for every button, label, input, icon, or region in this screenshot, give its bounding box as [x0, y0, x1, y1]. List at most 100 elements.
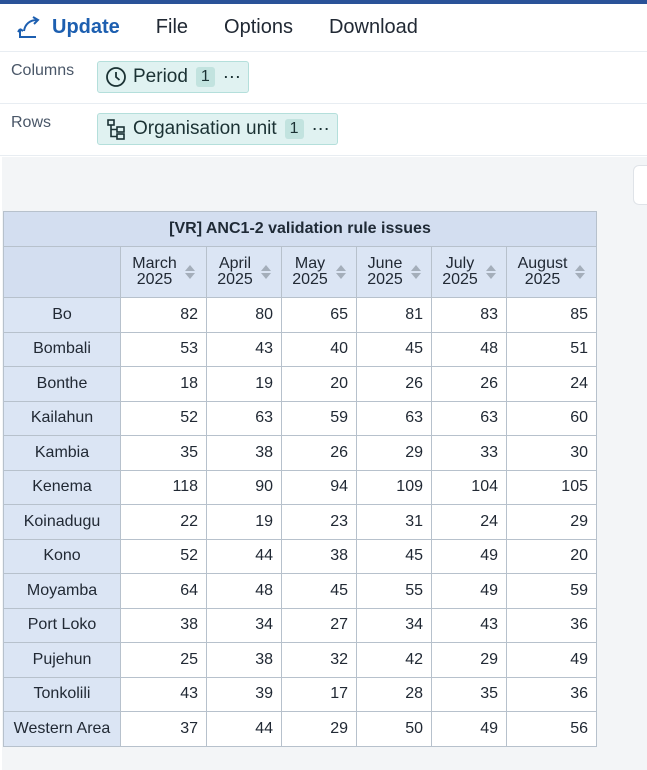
value-cell[interactable]: 52 [120, 400, 207, 436]
value-cell[interactable]: 49 [506, 642, 597, 678]
menu-file[interactable]: File [155, 16, 189, 38]
value-cell[interactable]: 63 [431, 400, 507, 436]
value-cell[interactable]: 118 [120, 469, 207, 505]
orgunit-chip-more-icon[interactable]: ⋯ [311, 118, 331, 139]
value-cell[interactable]: 52 [120, 538, 207, 574]
value-cell[interactable]: 32 [281, 642, 357, 678]
column-header[interactable]: April 2025 [206, 246, 282, 298]
value-cell[interactable]: 55 [356, 573, 432, 609]
value-cell[interactable]: 28 [356, 676, 432, 712]
value-cell[interactable]: 36 [506, 676, 597, 712]
value-cell[interactable]: 24 [431, 504, 507, 540]
sort-icon[interactable] [575, 265, 586, 279]
value-cell[interactable]: 45 [281, 573, 357, 609]
value-cell[interactable]: 38 [206, 435, 282, 471]
value-cell[interactable]: 36 [506, 607, 597, 643]
value-cell[interactable]: 81 [356, 297, 432, 333]
sort-icon[interactable] [410, 265, 421, 279]
value-cell[interactable]: 56 [506, 711, 597, 747]
column-header[interactable]: August 2025 [506, 246, 597, 298]
value-cell[interactable]: 17 [281, 676, 357, 712]
value-cell[interactable]: 60 [506, 400, 597, 436]
value-cell[interactable]: 26 [431, 366, 507, 402]
value-cell[interactable]: 49 [431, 573, 507, 609]
value-cell[interactable]: 24 [506, 366, 597, 402]
value-cell[interactable]: 35 [120, 435, 207, 471]
value-cell[interactable]: 80 [206, 297, 282, 333]
value-cell[interactable]: 29 [506, 504, 597, 540]
value-cell[interactable]: 44 [206, 538, 282, 574]
value-cell[interactable]: 49 [431, 711, 507, 747]
orgunit-chip-count: 1 [284, 119, 304, 139]
value-cell[interactable]: 48 [206, 573, 282, 609]
value-cell[interactable]: 90 [206, 469, 282, 505]
update-button[interactable]: Update [16, 4, 120, 51]
value-cell[interactable]: 104 [431, 469, 507, 505]
value-cell[interactable]: 38 [206, 642, 282, 678]
column-header[interactable]: May 2025 [281, 246, 357, 298]
value-cell[interactable]: 51 [506, 331, 597, 367]
sort-icon[interactable] [335, 265, 346, 279]
value-cell[interactable]: 105 [506, 469, 597, 505]
value-cell[interactable]: 29 [281, 711, 357, 747]
value-cell[interactable]: 31 [356, 504, 432, 540]
value-cell[interactable]: 29 [431, 642, 507, 678]
value-cell[interactable]: 83 [431, 297, 507, 333]
menu-options[interactable]: Options [224, 16, 293, 38]
value-cell[interactable]: 35 [431, 676, 507, 712]
value-cell[interactable]: 34 [356, 607, 432, 643]
sort-icon[interactable] [485, 265, 496, 279]
value-cell[interactable]: 44 [206, 711, 282, 747]
value-cell[interactable]: 45 [356, 538, 432, 574]
value-cell[interactable]: 53 [120, 331, 207, 367]
value-cell[interactable]: 20 [281, 366, 357, 402]
value-cell[interactable]: 26 [281, 435, 357, 471]
value-cell[interactable]: 65 [281, 297, 357, 333]
value-cell[interactable]: 26 [356, 366, 432, 402]
value-cell[interactable]: 27 [281, 607, 357, 643]
value-cell[interactable]: 22 [120, 504, 207, 540]
value-cell[interactable]: 45 [356, 331, 432, 367]
column-header[interactable]: July 2025 [431, 246, 507, 298]
value-cell[interactable]: 29 [356, 435, 432, 471]
column-header[interactable]: June 2025 [356, 246, 432, 298]
value-cell[interactable]: 50 [356, 711, 432, 747]
period-chip[interactable]: Period 1 ⋯ [97, 61, 249, 93]
value-cell[interactable]: 109 [356, 469, 432, 505]
value-cell[interactable]: 63 [356, 400, 432, 436]
value-cell[interactable]: 82 [120, 297, 207, 333]
value-cell[interactable]: 63 [206, 400, 282, 436]
value-cell[interactable]: 64 [120, 573, 207, 609]
menu-download[interactable]: Download [328, 16, 418, 38]
value-cell[interactable]: 18 [120, 366, 207, 402]
value-cell[interactable]: 30 [506, 435, 597, 471]
value-cell[interactable]: 94 [281, 469, 357, 505]
value-cell[interactable]: 40 [281, 331, 357, 367]
value-cell[interactable]: 59 [281, 400, 357, 436]
period-chip-more-icon[interactable]: ⋯ [222, 66, 242, 87]
column-header[interactable]: March 2025 [120, 246, 207, 298]
value-cell[interactable]: 33 [431, 435, 507, 471]
value-cell[interactable]: 39 [206, 676, 282, 712]
value-cell[interactable]: 43 [431, 607, 507, 643]
value-cell[interactable]: 19 [206, 504, 282, 540]
value-cell[interactable]: 49 [431, 538, 507, 574]
value-cell[interactable]: 23 [281, 504, 357, 540]
value-cell[interactable]: 48 [431, 331, 507, 367]
value-cell[interactable]: 42 [356, 642, 432, 678]
side-panel-toggle[interactable] [633, 165, 647, 205]
value-cell[interactable]: 38 [120, 607, 207, 643]
value-cell[interactable]: 37 [120, 711, 207, 747]
value-cell[interactable]: 34 [206, 607, 282, 643]
value-cell[interactable]: 85 [506, 297, 597, 333]
value-cell[interactable]: 20 [506, 538, 597, 574]
value-cell[interactable]: 38 [281, 538, 357, 574]
value-cell[interactable]: 19 [206, 366, 282, 402]
value-cell[interactable]: 25 [120, 642, 207, 678]
sort-icon[interactable] [260, 265, 271, 279]
orgunit-chip[interactable]: Organisation unit 1 ⋯ [97, 113, 338, 145]
sort-icon[interactable] [184, 265, 195, 279]
value-cell[interactable]: 43 [120, 676, 207, 712]
value-cell[interactable]: 59 [506, 573, 597, 609]
value-cell[interactable]: 43 [206, 331, 282, 367]
